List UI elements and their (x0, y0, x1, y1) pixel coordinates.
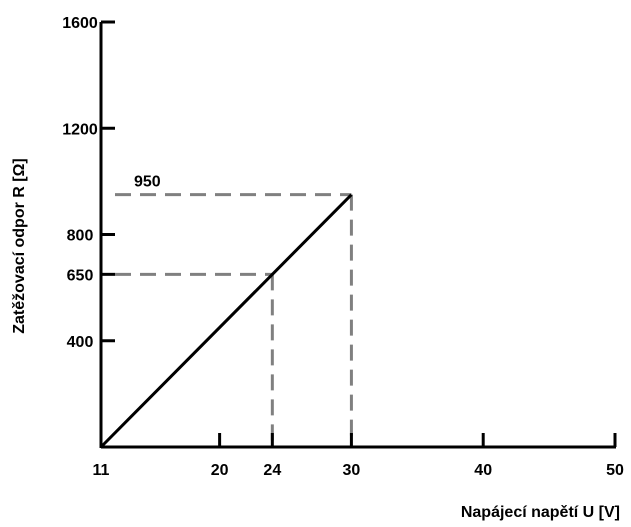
series-line-0 (99, 193, 353, 449)
y-tick-label-800: 800 (67, 228, 94, 245)
y-axis-title: Zatěžovací odpor R [Ω] (11, 158, 28, 334)
x-tick-label-50: 50 (606, 462, 624, 479)
x-tick-label-30: 30 (343, 462, 361, 479)
series-layer (99, 193, 353, 449)
annotations: 950 (134, 174, 161, 191)
guide-lines (115, 193, 353, 445)
x-tick-label-40: 40 (474, 462, 492, 479)
x-tick-label-20: 20 (211, 462, 229, 479)
annotation-950: 950 (134, 174, 161, 191)
x-tick-label-11: 11 (93, 462, 110, 479)
ticks (101, 20, 617, 447)
tick-labels: 11 20 24 30 40 50 400 650 800 1200 1600 (62, 15, 624, 479)
y-tick-label-400: 400 (67, 334, 94, 351)
y-tick-label-650: 650 (67, 267, 94, 284)
x-axis-title: Napájecí napětí U [V] (461, 504, 620, 521)
y-tick-label-1200: 1200 (62, 121, 98, 138)
y-tick-label-1600: 1600 (62, 15, 98, 32)
axes (99, 22, 616, 449)
x-tick-label-24: 24 (263, 462, 281, 479)
